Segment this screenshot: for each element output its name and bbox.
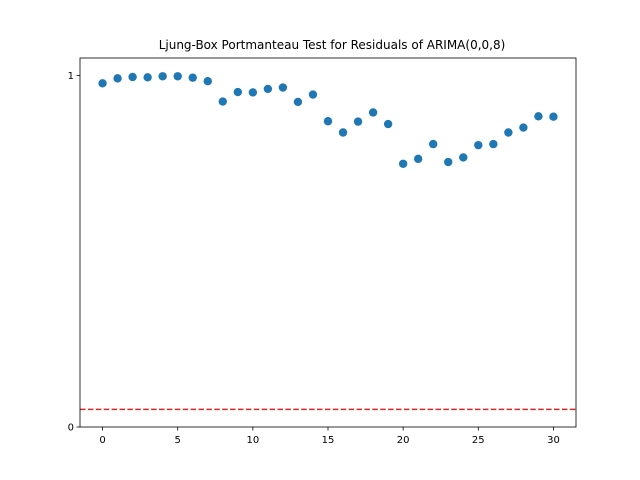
y-axis: 01: [68, 71, 80, 434]
data-point: [113, 74, 122, 83]
data-point: [188, 73, 197, 82]
data-point: [173, 72, 182, 81]
data-point: [519, 123, 528, 132]
x-tick-label: 5: [175, 435, 181, 446]
data-point: [413, 154, 423, 164]
data-point: [459, 153, 468, 162]
data-point: [233, 87, 243, 97]
data-point: [383, 119, 393, 129]
data-point: [158, 72, 167, 81]
data-point: [293, 97, 303, 107]
data-point: [444, 157, 453, 167]
data-point: [338, 128, 348, 137]
x-axis: 0 5 10 15 20 25 30: [99, 427, 560, 446]
data-point: [203, 76, 212, 86]
data-point: [128, 72, 137, 82]
plot-area: [80, 72, 576, 411]
data-point: [248, 88, 258, 97]
x-tick-label: 15: [322, 435, 335, 446]
chart-title: Ljung-Box Portmanteau Test for Residuals…: [159, 38, 506, 52]
data-point: [263, 84, 273, 94]
data-point: [308, 90, 318, 99]
data-point: [278, 83, 288, 92]
x-tick-label: 20: [397, 435, 410, 446]
x-tick-label: 0: [99, 435, 105, 446]
data-point: [549, 112, 558, 121]
data-point: [323, 117, 333, 126]
x-tick-label: 10: [246, 435, 259, 446]
data-point: [504, 128, 513, 137]
data-point: [534, 112, 543, 121]
data-point: [218, 97, 227, 106]
data-point: [474, 140, 483, 150]
data-point: [143, 73, 152, 82]
data-point: [429, 139, 438, 149]
x-tick-label: 25: [472, 435, 485, 446]
data-point: [353, 117, 363, 126]
y-tick-label: 1: [68, 71, 74, 82]
y-tick-label: 0: [68, 423, 74, 434]
axes-frame: [79, 57, 577, 428]
data-point: [98, 79, 107, 88]
x-tick-label: 30: [547, 435, 560, 446]
data-point: [398, 159, 408, 168]
data-point: [489, 139, 498, 149]
data-point: [368, 108, 378, 117]
